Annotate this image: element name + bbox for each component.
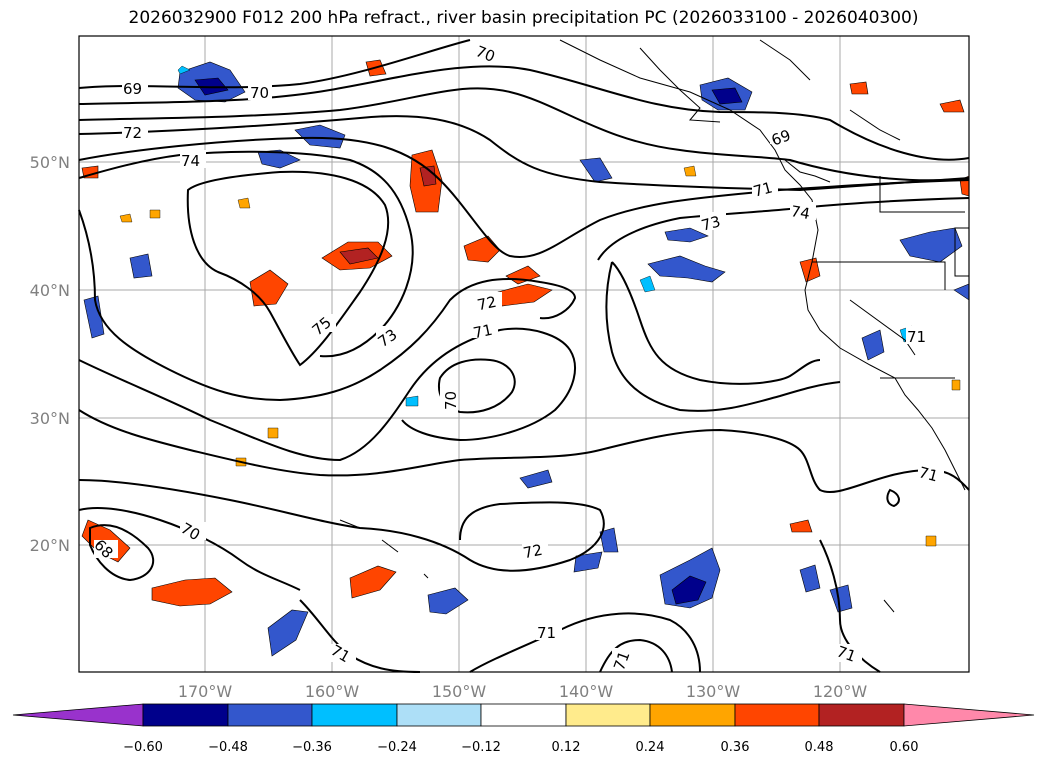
lon-label: 130°W: [686, 682, 741, 701]
contour-label: 70: [473, 42, 497, 66]
colorbar-bin: [734, 703, 820, 727]
lon-label: 120°W: [813, 682, 868, 701]
precip-negative-areas: [83, 61, 970, 657]
coastlines: [339, 39, 970, 613]
colorbar-bin: [818, 703, 905, 727]
map-title: 2026032900 F012 200 hPa refract., river …: [128, 8, 919, 28]
precip-light-negative-areas: [177, 65, 919, 407]
contour-label: 71: [610, 649, 633, 673]
colorbar-bin: [649, 703, 736, 727]
colorbar-tick-label: −0.36: [292, 740, 332, 755]
lon-label: 160°W: [305, 682, 360, 701]
contour-label: 71: [917, 463, 940, 485]
colorbar-bin: [142, 703, 229, 727]
lat-label: 30°N: [30, 409, 70, 428]
contour-label: 71: [537, 624, 556, 642]
contour-label: 73: [699, 212, 722, 234]
lon-label: 140°W: [559, 682, 614, 701]
colorbar-bin: [480, 703, 567, 727]
contour-label: 72: [522, 541, 544, 563]
colorbar-tick-label: 0.60: [890, 740, 919, 755]
contour-label: 71: [472, 321, 494, 343]
colorbar-bin: [565, 703, 651, 727]
longitude-labels: 170°W 160°W 150°W 140°W 130°W 120°W: [178, 682, 868, 701]
contour-labels: 69 70 70 72 74 69 71 74 73 75 73 72 71: [90, 42, 944, 673]
contour-label: 70: [442, 391, 460, 410]
colorbar: [12, 703, 1035, 727]
lon-label: 150°W: [432, 682, 487, 701]
contour-label: 69: [769, 126, 793, 149]
colorbar-bin: [227, 703, 313, 727]
colorbar-tick-label: −0.24: [377, 740, 417, 755]
colorbar-tick-label: −0.60: [123, 740, 163, 755]
colorbar-ticks: −0.60 −0.48 −0.36 −0.24 −0.12 0.12 0.24 …: [123, 740, 918, 755]
lat-label: 50°N: [30, 153, 70, 172]
contour-label: 71: [834, 642, 858, 665]
contour-label: 72: [476, 293, 498, 315]
colorbar-tick-label: 0.36: [721, 740, 750, 755]
contour-label: 69: [123, 80, 142, 98]
map-border: [78, 35, 970, 673]
colorbar-bin: [396, 703, 482, 727]
latitude-labels: 50°N 40°N 30°N 20°N: [30, 153, 70, 555]
colorbar-tick-label: 0.12: [552, 740, 581, 755]
contour-label: 71: [751, 178, 774, 200]
precip-light-positive-areas: [119, 165, 961, 547]
lat-label: 20°N: [30, 536, 70, 555]
colorbar-tick-label: −0.12: [461, 740, 501, 755]
contour-label: 74: [181, 152, 200, 170]
colorbar-tick-label: −0.48: [208, 740, 248, 755]
lat-label: 40°N: [30, 281, 70, 300]
colorbar-extend-high: [903, 703, 1035, 727]
contour-label: 72: [123, 124, 142, 142]
colorbar-extend-low: [12, 703, 144, 727]
contour-label: 71: [907, 328, 926, 346]
colorbar-tick-label: 0.48: [805, 740, 834, 755]
colorbar-tick-label: 0.24: [636, 740, 665, 755]
contour-label: 70: [250, 84, 269, 102]
lon-label: 170°W: [178, 682, 233, 701]
contour-label: 74: [789, 202, 811, 223]
colorbar-bin: [311, 703, 398, 727]
map-panel: 69 70 70 72 74 69 71 74 73 75 73 72 71: [78, 35, 970, 673]
